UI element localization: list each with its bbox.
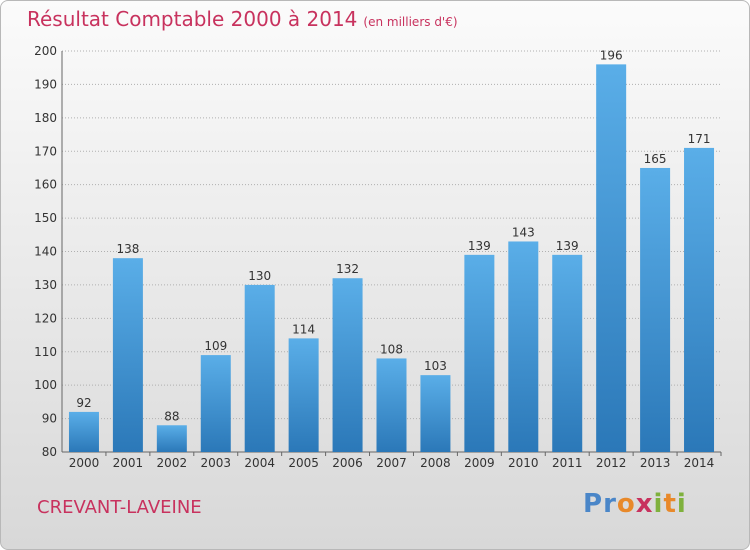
x-tick-label: 2012 — [596, 456, 627, 470]
x-tick-label: 2011 — [552, 456, 583, 470]
x-tick-label: 2006 — [332, 456, 363, 470]
chart-title-text: Résultat Comptable 2000 à 2014 — [27, 7, 358, 31]
bar — [640, 167, 671, 453]
bar — [552, 254, 583, 452]
y-tick-label: 190 — [34, 77, 57, 91]
bar — [332, 278, 363, 452]
bar — [684, 147, 715, 453]
y-tick-label: 180 — [34, 111, 57, 125]
data-label: 138 — [116, 242, 139, 256]
bar — [244, 284, 275, 452]
x-tick-label: 2010 — [508, 456, 539, 470]
chart-unit: (en milliers d'€) — [363, 15, 458, 29]
x-tick-label: 2001 — [113, 456, 144, 470]
bar — [596, 64, 627, 452]
data-label: 143 — [512, 225, 535, 239]
data-label: 196 — [600, 48, 623, 62]
data-label: 132 — [336, 262, 359, 276]
data-label: 103 — [424, 359, 447, 373]
y-tick-label: 140 — [34, 245, 57, 259]
x-tick-label: 2005 — [288, 456, 319, 470]
bar — [508, 241, 539, 452]
chart-title: Résultat Comptable 2000 à 2014 (en millie… — [27, 7, 458, 31]
x-tick-label: 2003 — [200, 456, 231, 470]
proxiti-logo: Proxiti — [583, 489, 687, 519]
y-tick-label: 150 — [34, 211, 57, 225]
bar — [112, 258, 143, 452]
y-tick-label: 90 — [42, 412, 57, 426]
data-label: 171 — [688, 132, 711, 146]
y-tick-label: 110 — [34, 345, 57, 359]
y-tick-label: 130 — [34, 278, 57, 292]
y-tick-label: 200 — [34, 44, 57, 58]
x-tick-label: 2013 — [640, 456, 671, 470]
data-label: 130 — [248, 269, 271, 283]
bar — [200, 355, 231, 452]
bar — [156, 425, 187, 452]
bar — [464, 254, 495, 452]
x-tick-label: 2007 — [376, 456, 407, 470]
x-tick-label: 2008 — [420, 456, 451, 470]
bar — [68, 411, 99, 452]
y-tick-label: 100 — [34, 378, 57, 392]
y-tick-label: 170 — [34, 144, 57, 158]
commune-name: CREVANT-LAVEINE — [37, 497, 202, 518]
bar — [420, 375, 451, 452]
data-label: 165 — [644, 152, 667, 166]
data-label: 114 — [292, 322, 315, 336]
y-tick-label: 160 — [34, 178, 57, 192]
y-tick-label: 80 — [42, 445, 57, 459]
bar — [376, 358, 407, 452]
x-tick-label: 2002 — [157, 456, 188, 470]
x-tick-label: 2009 — [464, 456, 495, 470]
x-tick-label: 2004 — [244, 456, 275, 470]
data-label: 88 — [164, 409, 179, 423]
bar — [288, 338, 319, 452]
data-label: 139 — [556, 239, 579, 253]
x-tick-label: 2000 — [69, 456, 100, 470]
data-label: 92 — [76, 396, 91, 410]
data-label: 109 — [204, 339, 227, 353]
y-tick-label: 120 — [34, 311, 57, 325]
data-label: 139 — [468, 239, 491, 253]
data-label: 108 — [380, 342, 403, 356]
x-tick-label: 2014 — [684, 456, 715, 470]
